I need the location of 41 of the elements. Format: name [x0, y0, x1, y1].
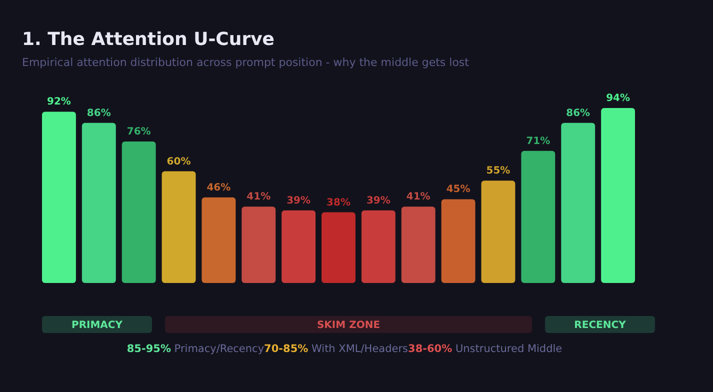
bar	[322, 212, 356, 283]
data-label: 86%	[86, 108, 111, 119]
data-label: 41%	[406, 192, 430, 203]
bar	[242, 206, 276, 283]
data-label: 94%	[606, 93, 630, 104]
data-label: 39%	[366, 195, 390, 206]
bar	[561, 122, 596, 283]
bar	[202, 197, 236, 283]
data-label: 38%	[326, 197, 350, 208]
text: PRIMACY	[71, 320, 124, 331]
chart-title: 1. The Attention U-Curve	[22, 29, 275, 50]
data-label: 76%	[126, 126, 151, 138]
text: Primacy/Recency	[170, 343, 264, 355]
text: 38-60%	[408, 343, 453, 355]
text: 70-85%	[264, 343, 309, 355]
data-label: 92%	[47, 96, 71, 108]
text: RECENCY	[574, 320, 627, 331]
bar	[601, 108, 636, 283]
data-label: 60%	[166, 156, 191, 168]
data-label: 55%	[486, 166, 510, 177]
bar	[401, 206, 436, 283]
bar	[82, 122, 116, 283]
text: 85-95%	[126, 343, 172, 355]
text: With XML/Headers	[308, 343, 408, 355]
data-label: 45%	[446, 184, 470, 196]
bar	[162, 171, 196, 283]
text: SKIM ZONE	[316, 320, 380, 331]
data-label: 39%	[286, 195, 311, 206]
data-label: 86%	[566, 108, 590, 119]
bar	[361, 210, 396, 283]
data-label: 71%	[526, 136, 550, 147]
bar	[42, 112, 76, 283]
bar	[521, 150, 556, 283]
bar	[122, 142, 156, 283]
data-label: 41%	[246, 192, 271, 203]
bar	[282, 210, 316, 283]
text: Unstructured Middle	[452, 343, 562, 355]
chart-subtitle: Empirical attention distribution across prompt position - why the middle gets lost	[22, 56, 470, 69]
bar	[441, 199, 476, 283]
data-label: 46%	[206, 182, 231, 194]
bar	[481, 180, 516, 283]
